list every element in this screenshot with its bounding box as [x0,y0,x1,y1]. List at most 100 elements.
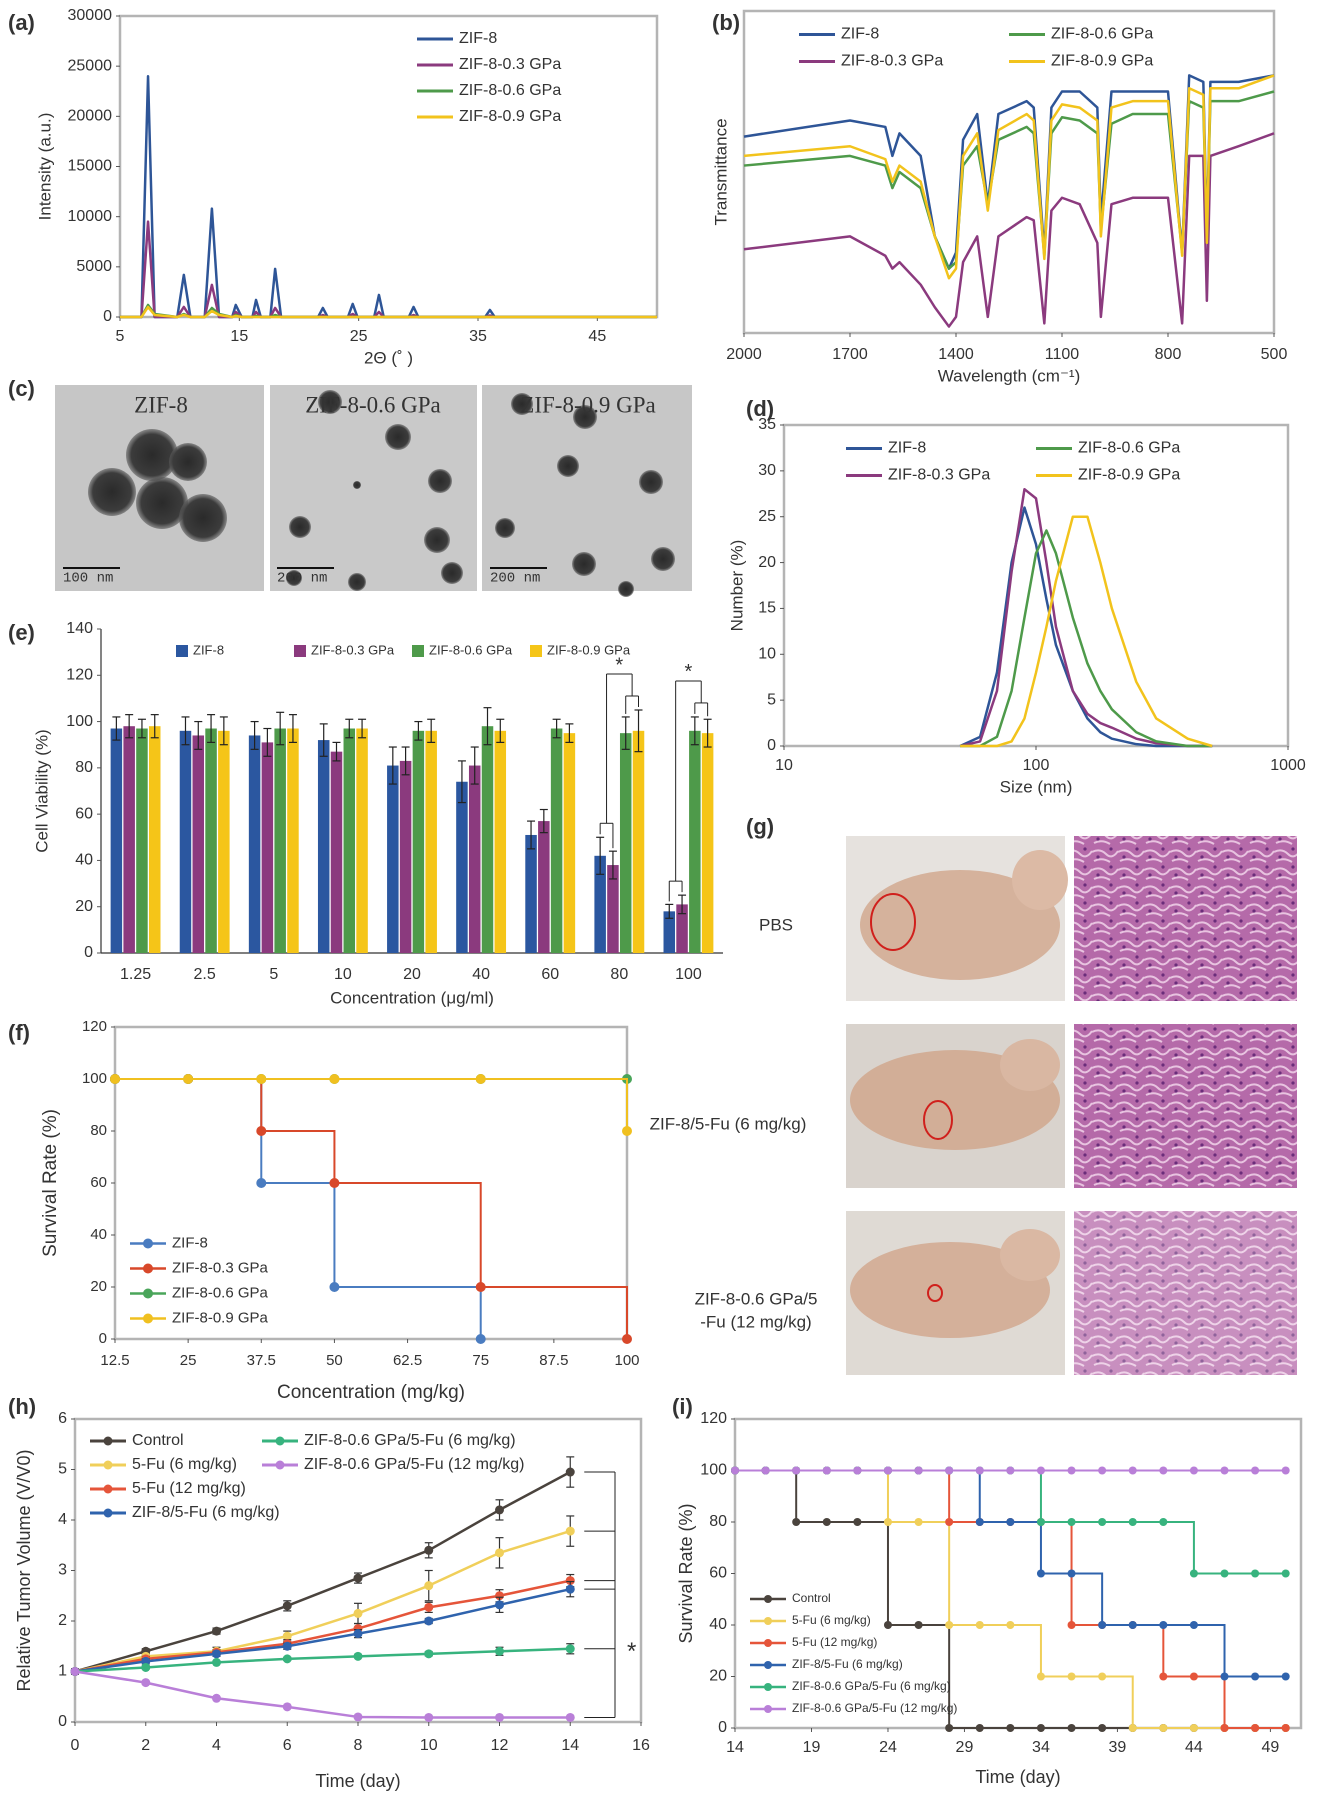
legend-label: 5-Fu (12 mg/kg) [132,1480,246,1497]
step-segment [918,1521,951,1625]
legend-label: ZIF-8-0.6 GPa/5-Fu (12 mg/kg) [792,1701,957,1715]
legend-swatch [764,1661,772,1669]
bar [619,733,632,953]
step-segment [857,1469,889,1522]
row-label: ZIF-8/5-Fu (6 mg/kg) [650,1114,807,1133]
y-tick-label: 0 [103,308,112,325]
data-point [475,1334,486,1344]
y-tick-label: 20 [709,1668,727,1685]
data-point [424,1602,434,1612]
legend-label: Control [132,1432,184,1449]
y-tick-label: 40 [90,1226,107,1243]
series-line [74,1670,571,1719]
step-segment [261,1130,336,1183]
y-axis-title: Survival Rate (%) [676,1503,696,1643]
legend-swatch [103,1508,113,1518]
bar [330,751,343,953]
bar [538,821,550,953]
y-tick-label: 0 [58,1713,67,1730]
y-tick-label: 2 [58,1612,67,1629]
data-point [212,1693,221,1703]
y-tick-label: 15000 [68,158,113,175]
x-tick-label: 1700 [832,346,868,363]
legend-label: ZIF-8-0.6 GPa/5-Fu (12 mg/kg) [304,1456,525,1473]
step-segment [1163,1521,1195,1574]
legend-label: ZIF-8/5-Fu (6 mg/kg) [132,1504,280,1521]
legend-swatch [103,1484,113,1494]
x-tick-label: 0 [71,1737,80,1754]
legend-swatch [103,1436,113,1446]
x-tick-label: 29 [956,1739,974,1756]
x-tick-label: 8 [354,1737,363,1754]
legend-swatch [530,645,542,657]
y-tick-label: 10 [758,646,776,663]
data-point [495,1646,504,1656]
y-tick-label: 5 [767,691,776,708]
data-point [1281,1569,1290,1578]
data-point [565,1576,575,1586]
bar [468,765,481,953]
row-label: PBS [759,915,793,934]
bar [412,730,425,953]
step-segment [1102,1675,1134,1728]
legend-swatch [275,1460,285,1470]
x-tick-label: 45 [588,328,606,345]
data-point [565,1644,575,1654]
scale-bar-label: 200 nm [490,571,540,587]
data-point [565,1526,575,1536]
x-tick-label: 37.5 [247,1352,276,1369]
y-tick-label: 6 [58,1410,67,1427]
x-tick-label: 14 [561,1737,579,1754]
legend-label: ZIF-8 [193,642,224,657]
data-point [424,1712,434,1722]
legend-label: ZIF-8-0.6 GPa [429,642,513,657]
legend-label: ZIF-8-0.3 GPa [459,56,561,73]
y-tick-label: 0 [84,944,93,961]
plot-frame [742,9,1276,335]
particles [88,390,675,597]
step-segment [1010,1521,1042,1574]
x-tick-label: 14 [726,1739,744,1756]
legend-label: ZIF-8 [841,26,879,43]
y-tick-label: 25 [758,508,776,525]
y-tick-label: 20 [75,898,93,915]
y-tick-label: 4 [58,1511,67,1528]
data-point [141,1662,151,1672]
x-tick-label: 25 [350,328,368,345]
legend-label: ZIF-8-0.6 GPa [1051,26,1153,43]
legend-label: ZIF-8-0.6 GPa [172,1284,269,1301]
y-axis-title: Transmittance [711,118,730,225]
data-point [212,1649,221,1659]
legend-label: ZIF-8-0.3 GPa [311,642,395,657]
image-caption: ZIF-8-0.9 GPa [520,392,655,417]
data-point [282,1641,292,1651]
data-point [424,1581,434,1591]
panel-label: (h) [8,1394,36,1419]
y-tick-label: 3 [58,1562,67,1579]
x-tick-label: 62.5 [393,1352,422,1369]
legend-label: 5-Fu (6 mg/kg) [792,1613,871,1627]
series-line [743,74,1275,280]
y-tick-label: 120 [66,667,93,684]
y-axis-title: Survival Rate (%) [40,1109,61,1257]
series-line [960,515,1213,748]
x-tick-label: 2000 [726,346,762,363]
y-tick-label: 30 [758,462,776,479]
data-point [282,1702,292,1712]
x-tick-label: 44 [1185,1739,1203,1756]
y-tick-label: 100 [82,1070,107,1087]
legend-label: Control [792,1591,831,1605]
x-tick-label: 5 [116,328,125,345]
x-tick-label: 6 [283,1737,292,1754]
bar [274,728,286,953]
x-axis-title: Concentration (μg/ml) [330,988,494,1007]
x-tick-label: 80 [610,966,628,983]
y-tick-label: 10000 [68,208,113,225]
step-segment [1010,1469,1042,1522]
step-segment [188,1078,263,1183]
y-tick-label: 30000 [68,7,113,24]
data-point [495,1600,504,1610]
panel-label: (g) [746,814,774,839]
legend-swatch [176,645,188,657]
